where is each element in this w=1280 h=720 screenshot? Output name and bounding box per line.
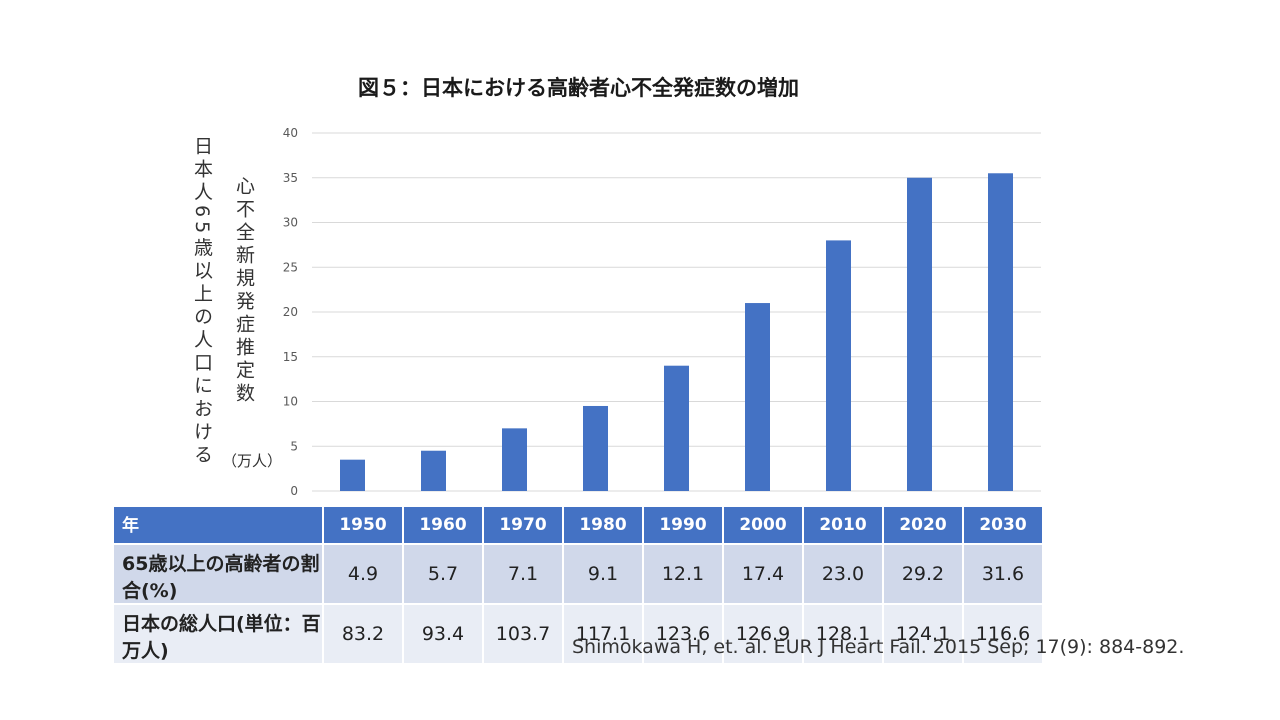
table-cell: 116.6	[962, 603, 1044, 665]
y-tick-label: 0	[290, 484, 298, 498]
bar-1970	[502, 428, 527, 491]
table-cell: 83.2	[322, 603, 404, 665]
bar-2030	[988, 173, 1013, 491]
y-tick-label: 35	[283, 171, 298, 185]
year-cell: 1960	[402, 505, 484, 545]
y-tick-label: 40	[283, 126, 298, 140]
y-axis-unit: （万人）	[222, 452, 283, 470]
bar-1980	[583, 405, 608, 491]
table-cell: 12.1	[642, 543, 724, 605]
table-cell: 103.7	[482, 603, 564, 665]
table-cell: 23.0	[802, 543, 884, 605]
table-cell: 5.7	[402, 543, 484, 605]
table-row-elderly-ratio: 65歳以上の高齢者の割合(%) 4.9 5.7 7.1 9.1 12.1 17.…	[112, 543, 1044, 605]
y-axis-label-outer: 日本人65歳以上の人口における	[191, 136, 213, 468]
year-cell: 2030	[962, 505, 1044, 545]
y-tick-label: 5	[290, 439, 298, 453]
table-cell: 9.1	[562, 543, 644, 605]
table-cell: 4.9	[322, 543, 404, 605]
table-cell: 29.2	[882, 543, 964, 605]
bar-2010	[826, 240, 851, 491]
year-cell: 1990	[642, 505, 724, 545]
year-cell: 2020	[882, 505, 964, 545]
table-cell: 7.1	[482, 543, 564, 605]
chart-title: 図５：日本における高齢者心不全発症数の増加	[358, 76, 799, 100]
y-tick-label: 20	[283, 305, 298, 319]
data-table: 年 1950 1960 1970 1980 1990 2000 2010 202…	[112, 505, 1044, 665]
bar-1990	[664, 365, 689, 491]
y-tick-labels: 0 5 10 15 20 25 30 35 40	[283, 126, 298, 498]
y-tick-label: 10	[283, 395, 298, 409]
table-cell: 128.1	[802, 603, 884, 665]
bar-2000	[745, 303, 770, 491]
citation: Shimokawa H, et. al. EUR J Heart Fail. 2…	[572, 636, 1185, 658]
year-cell: 1950	[322, 505, 404, 545]
y-tick-label: 25	[283, 260, 298, 274]
table-cell: 31.6	[962, 543, 1044, 605]
table-cell: 17.4	[722, 543, 804, 605]
table-cell: 126.9	[722, 603, 804, 665]
y-axis-label-inner: 心不全新規発症推定数	[233, 176, 255, 406]
row-label: 65歳以上の高齢者の割合(%)	[112, 543, 324, 605]
table-row-total-population: 日本の総人口(単位：百万人) 83.2 93.4 103.7 117.1 123…	[112, 603, 1044, 665]
y-tick-label: 15	[283, 350, 298, 364]
bar-2020	[907, 177, 932, 491]
bar-chart: 0 5 10 15 20 25 30 35 40	[283, 126, 1041, 498]
table-cell: 117.1	[562, 603, 644, 665]
bar-1960	[421, 450, 446, 491]
table-header-row: 年 1950 1960 1970 1980 1990 2000 2010 202…	[112, 505, 1044, 545]
y-tick-label: 30	[283, 216, 298, 230]
table-header-label: 年	[112, 505, 324, 545]
table-cell: 93.4	[402, 603, 484, 665]
table-cell: 123.6	[642, 603, 724, 665]
table-cell: 124.1	[882, 603, 964, 665]
year-cell: 2010	[802, 505, 884, 545]
year-cell: 1970	[482, 505, 564, 545]
row-label: 日本の総人口(単位：百万人)	[112, 603, 324, 665]
year-cell: 2000	[722, 505, 804, 545]
bar-1950	[340, 459, 365, 491]
year-cell: 1980	[562, 505, 644, 545]
bars	[340, 173, 1013, 491]
